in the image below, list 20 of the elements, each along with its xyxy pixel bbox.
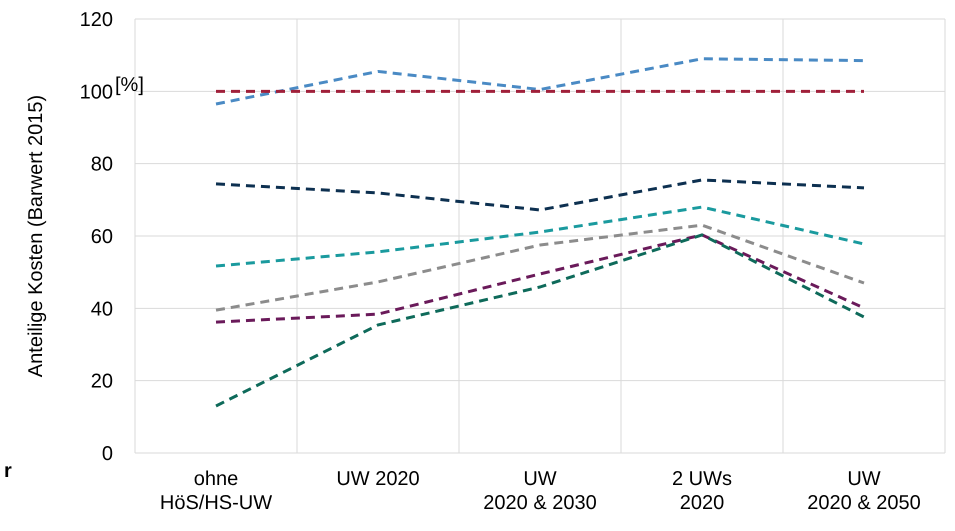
x-tick-label: UW 2020 [336, 468, 420, 490]
line-series [214, 178, 866, 212]
annotation: [%] [115, 74, 144, 96]
text: r [4, 460, 12, 482]
y-tick-label: 40 [90, 298, 113, 320]
line-series [214, 224, 866, 312]
line-series [214, 206, 866, 268]
x-tick-label: ohne HöS/HS-UW [160, 468, 272, 514]
line-series [214, 57, 866, 106]
line-series [214, 233, 866, 408]
y-tick-label: 120 [80, 9, 113, 31]
y-axis-title: Anteilige Kosten (Barwert 2015) [25, 94, 47, 378]
y-tick-label: 20 [90, 370, 113, 393]
x-tick-label: UW 2020 & 2050 [807, 468, 921, 514]
y-tick-label: 100 [80, 81, 113, 104]
y-tick-label: 80 [90, 154, 113, 176]
y-tick-label: 0 [102, 443, 113, 465]
x-tick-label: 2 UWs 2020 [672, 468, 732, 514]
x-tick-label: UW 2020 & 2030 [483, 468, 597, 514]
y-tick-label: 60 [90, 226, 113, 248]
